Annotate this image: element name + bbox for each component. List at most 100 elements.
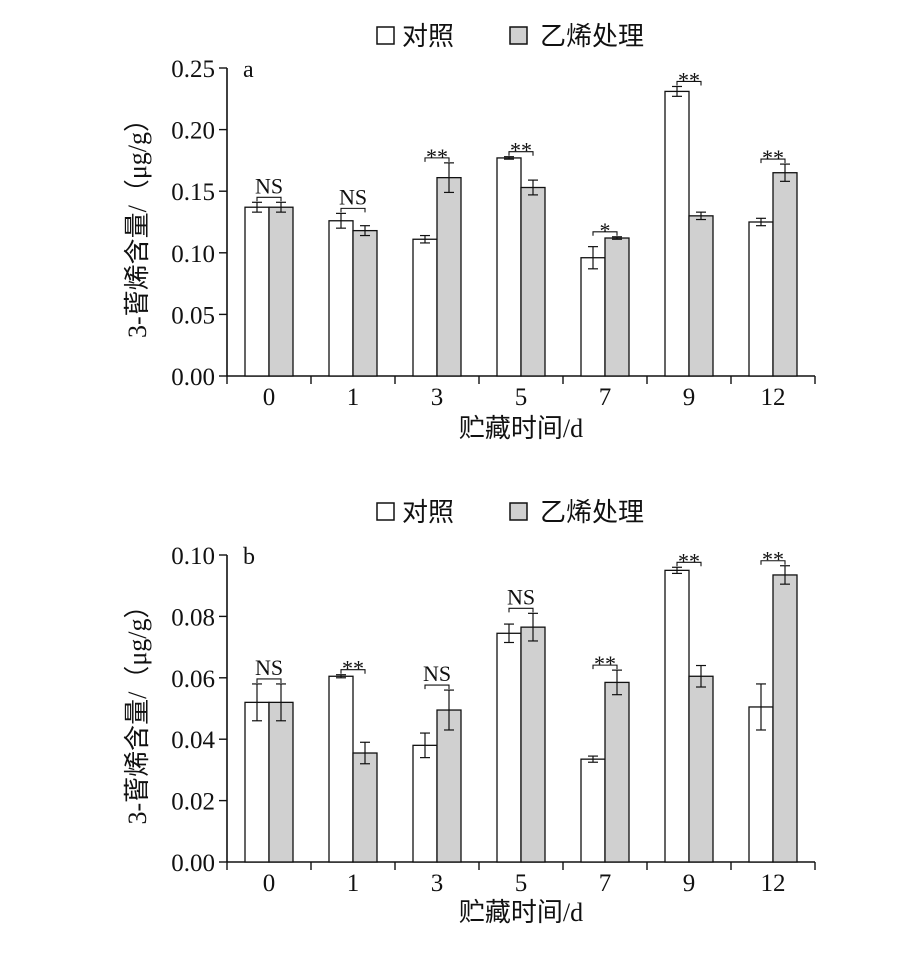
bar-ethylene [772, 172, 798, 377]
bar-control [664, 90, 690, 377]
bar-control [412, 744, 438, 863]
legend-label-ethylene: 乙烯处理 [540, 22, 644, 51]
x-tick-label: 9 [683, 384, 696, 411]
significance-label: ** [342, 656, 364, 681]
bar-ethylene [268, 701, 294, 863]
y-tick-label: 0.25 [171, 56, 215, 83]
x-tick-label: 0 [263, 384, 276, 411]
bar-ethylene [772, 574, 798, 863]
significance-bracket [676, 561, 702, 567]
x-tick-label: 12 [761, 870, 786, 897]
significance-bracket [676, 80, 702, 86]
bar-ethylene [268, 206, 294, 377]
legend: 对照 乙烯处理 [376, 498, 644, 527]
y-tick-label: 0.15 [171, 179, 215, 206]
significance-bracket [760, 158, 786, 164]
significance-label: ** [762, 547, 784, 572]
x-tick-label: 5 [515, 870, 528, 897]
legend-swatch-ethylene [509, 502, 528, 521]
bar-ethylene [520, 186, 546, 377]
significance-bracket [256, 678, 282, 683]
chart-panel-b: 对照 乙烯处理 0.00 0.02 0.04 0.06 0.08 0.10 0 1 3 5 7 9 12 b 贮… [123, 498, 816, 927]
y-tick-label: 0.06 [171, 666, 215, 693]
x-tick-label: 12 [761, 384, 786, 411]
bar-control [580, 257, 606, 377]
y-axis-title: 3-蒈烯含量/（μg/g） [123, 106, 152, 338]
bar-ethylene [352, 752, 378, 863]
y-tick-label: 0.20 [171, 118, 215, 145]
panel-label: a [243, 57, 254, 83]
bar-control [328, 220, 354, 377]
y-tick-label: 0.02 [171, 789, 215, 816]
significance-bracket [508, 607, 534, 613]
significance-label: ** [510, 138, 532, 163]
significance-label: * [600, 218, 611, 243]
significance-label: NS [507, 584, 535, 609]
significance-label: ** [594, 651, 616, 676]
legend-swatch-ethylene [509, 26, 528, 45]
y-tick-label: 0.08 [171, 604, 215, 631]
x-tick-label: 0 [263, 870, 276, 897]
panel-label: b [243, 544, 255, 570]
significance-bracket [508, 151, 534, 156]
legend-label-control: 对照 [402, 22, 454, 51]
bar-ethylene [436, 709, 462, 863]
bar-control [664, 569, 690, 863]
bar-ethylene [688, 675, 714, 863]
legend: 对照 乙烯处理 [376, 22, 644, 51]
bar-control [580, 758, 606, 863]
significance-label: NS [255, 655, 283, 680]
bar-ethylene [604, 681, 630, 863]
significance-label: ** [762, 145, 784, 170]
x-tick-label: 5 [515, 384, 528, 411]
x-tick-label: 3 [431, 384, 444, 411]
significance-bracket [340, 207, 366, 213]
x-tick-label: 3 [431, 870, 444, 897]
x-tick-label: 1 [347, 870, 360, 897]
bar-control [412, 238, 438, 377]
significance-bracket [424, 684, 450, 690]
legend-swatch-control [376, 502, 395, 521]
significance-bracket [340, 669, 366, 674]
y-tick-label: 0.00 [171, 850, 215, 877]
significance-label: ** [678, 67, 700, 92]
x-tick-label: 1 [347, 384, 360, 411]
bar-ethylene [688, 215, 714, 377]
bar-control [328, 675, 354, 863]
x-axis-title: 贮藏时间/d [459, 898, 583, 927]
significance-label: NS [339, 184, 367, 209]
x-tick-label: 9 [683, 870, 696, 897]
bar-ethylene [604, 237, 630, 377]
legend-label-control: 对照 [402, 498, 454, 527]
y-tick-label: 0.05 [171, 302, 215, 329]
x-tick-label: 7 [599, 870, 612, 897]
bar-control [244, 701, 270, 863]
y-tick-label: 0.10 [171, 241, 215, 268]
x-tick-label: 7 [599, 384, 612, 411]
significance-label: NS [423, 661, 451, 686]
bar-ethylene [520, 626, 546, 863]
y-tick-label: 0.04 [171, 727, 215, 754]
y-axis-title: 3-蒈烯含量/（μg/g） [123, 592, 152, 824]
significance-bracket [592, 664, 618, 670]
significance-label: ** [678, 548, 700, 573]
significance-bracket [256, 196, 282, 202]
bar-control [496, 157, 522, 377]
significance-bracket [424, 157, 450, 162]
bar-ethylene [352, 229, 378, 377]
bar-control [496, 632, 522, 863]
x-axis-title: 贮藏时间/d [459, 414, 583, 443]
legend-swatch-control [376, 26, 395, 45]
legend-label-ethylene: 乙烯处理 [540, 498, 644, 527]
significance-label: NS [255, 173, 283, 198]
significance-bracket [592, 231, 618, 236]
bar-control [244, 206, 270, 377]
significance-bracket [760, 560, 786, 565]
y-tick-label: 0.10 [171, 543, 215, 570]
chart-panel-a: 对照 乙烯处理 0.00 0.05 0.10 0.15 0.20 0.25 0 1 3 5 7 9 12 a 贮… [123, 22, 816, 443]
significance-label: ** [426, 144, 448, 169]
y-tick-label: 0.00 [171, 364, 215, 391]
bar-control [748, 221, 774, 377]
